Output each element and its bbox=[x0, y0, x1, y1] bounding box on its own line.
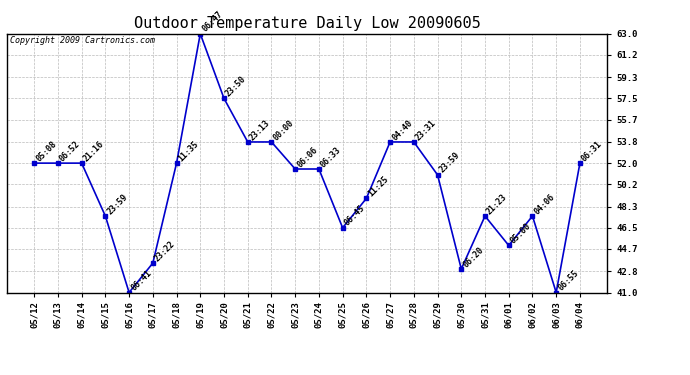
Text: 23:31: 23:31 bbox=[414, 118, 438, 142]
Text: 11:35: 11:35 bbox=[177, 139, 201, 163]
Text: 06:41: 06:41 bbox=[129, 268, 153, 292]
Text: 06:31: 06:31 bbox=[580, 139, 604, 163]
Text: 05:00: 05:00 bbox=[509, 221, 533, 246]
Text: 06:55: 06:55 bbox=[556, 268, 580, 292]
Text: 23:22: 23:22 bbox=[152, 239, 177, 263]
Text: 11:25: 11:25 bbox=[366, 174, 391, 198]
Text: 06:45: 06:45 bbox=[343, 204, 366, 228]
Text: 04:06: 04:06 bbox=[533, 192, 557, 216]
Text: 23:59: 23:59 bbox=[106, 192, 130, 216]
Text: 06:06: 06:06 bbox=[295, 145, 319, 169]
Text: Copyright 2009 Cartronics.com: Copyright 2009 Cartronics.com bbox=[10, 36, 155, 45]
Text: 06:33: 06:33 bbox=[319, 145, 343, 169]
Text: 04:40: 04:40 bbox=[390, 118, 414, 142]
Text: 23:50: 23:50 bbox=[224, 74, 248, 99]
Text: 06:20: 06:20 bbox=[462, 245, 485, 269]
Text: 06:52: 06:52 bbox=[58, 139, 82, 163]
Text: 00:00: 00:00 bbox=[271, 118, 295, 142]
Text: 05:08: 05:08 bbox=[34, 139, 58, 163]
Text: 21:23: 21:23 bbox=[485, 192, 509, 216]
Text: 21:16: 21:16 bbox=[81, 139, 106, 163]
Text: 23:59: 23:59 bbox=[437, 151, 462, 175]
Title: Outdoor Temperature Daily Low 20090605: Outdoor Temperature Daily Low 20090605 bbox=[134, 16, 480, 31]
Text: 23:13: 23:13 bbox=[248, 118, 272, 142]
Text: 06:47: 06:47 bbox=[200, 10, 224, 34]
